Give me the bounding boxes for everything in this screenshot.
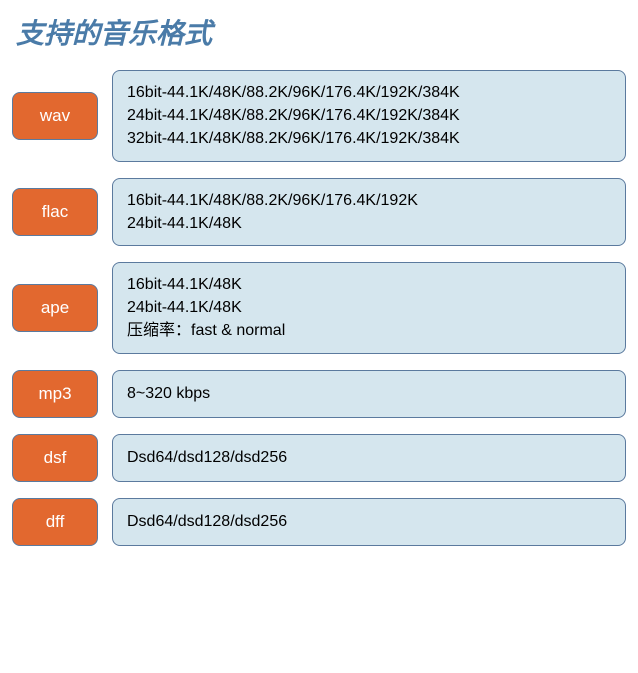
format-label-ape: ape <box>12 284 98 332</box>
detail-line: Dsd64/dsd128/dsd256 <box>127 446 611 469</box>
page-title: 支持的音乐格式 <box>12 12 626 52</box>
detail-line: 32bit-44.1K/48K/88.2K/96K/176.4K/192K/38… <box>127 127 611 150</box>
format-row-dff: dff Dsd64/dsd128/dsd256 <box>12 498 626 546</box>
detail-line: 16bit-44.1K/48K/88.2K/96K/176.4K/192K/38… <box>127 81 611 104</box>
format-row-wav: wav 16bit-44.1K/48K/88.2K/96K/176.4K/192… <box>12 70 626 162</box>
format-detail-dff: Dsd64/dsd128/dsd256 <box>112 498 626 546</box>
detail-line: Dsd64/dsd128/dsd256 <box>127 510 611 533</box>
detail-line: 8~320 kbps <box>127 382 611 405</box>
detail-line: 24bit-44.1K/48K <box>127 296 611 319</box>
format-label-mp3: mp3 <box>12 370 98 418</box>
format-label-dsf: dsf <box>12 434 98 482</box>
format-label-wav: wav <box>12 92 98 140</box>
detail-line: 24bit-44.1K/48K/88.2K/96K/176.4K/192K/38… <box>127 104 611 127</box>
format-row-flac: flac 16bit-44.1K/48K/88.2K/96K/176.4K/19… <box>12 178 626 246</box>
format-detail-dsf: Dsd64/dsd128/dsd256 <box>112 434 626 482</box>
format-detail-wav: 16bit-44.1K/48K/88.2K/96K/176.4K/192K/38… <box>112 70 626 162</box>
format-list: wav 16bit-44.1K/48K/88.2K/96K/176.4K/192… <box>12 70 626 546</box>
format-detail-flac: 16bit-44.1K/48K/88.2K/96K/176.4K/192K 24… <box>112 178 626 246</box>
format-row-mp3: mp3 8~320 kbps <box>12 370 626 418</box>
format-detail-mp3: 8~320 kbps <box>112 370 626 418</box>
format-detail-ape: 16bit-44.1K/48K 24bit-44.1K/48K 压缩率：fast… <box>112 262 626 354</box>
format-row-dsf: dsf Dsd64/dsd128/dsd256 <box>12 434 626 482</box>
detail-line: 压缩率：fast & normal <box>127 319 611 342</box>
format-row-ape: ape 16bit-44.1K/48K 24bit-44.1K/48K 压缩率：… <box>12 262 626 354</box>
detail-line: 16bit-44.1K/48K <box>127 273 611 296</box>
detail-line: 24bit-44.1K/48K <box>127 212 611 235</box>
format-label-dff: dff <box>12 498 98 546</box>
format-label-flac: flac <box>12 188 98 236</box>
detail-line: 16bit-44.1K/48K/88.2K/96K/176.4K/192K <box>127 189 611 212</box>
